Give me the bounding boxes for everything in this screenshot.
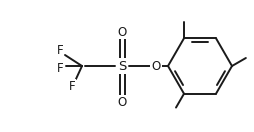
Text: O: O xyxy=(151,60,161,72)
Text: O: O xyxy=(117,95,127,109)
Text: S: S xyxy=(118,60,126,72)
Text: F: F xyxy=(57,44,63,56)
Text: F: F xyxy=(57,62,63,74)
Text: F: F xyxy=(69,79,75,93)
Text: O: O xyxy=(117,25,127,39)
